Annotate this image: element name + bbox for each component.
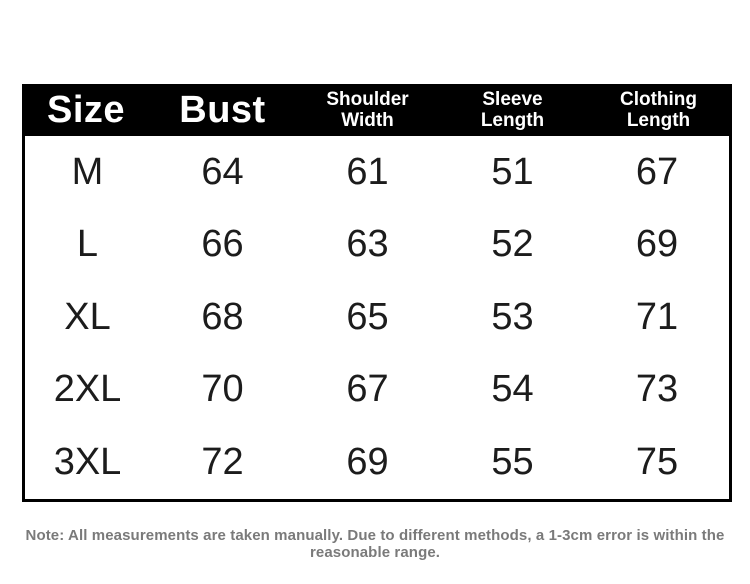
sleeve-length-cell: 55 [491, 440, 534, 483]
clothing-length-cell: 67 [635, 150, 679, 193]
sleeve-length-cell: 52 [491, 223, 534, 266]
clothing-length-cell: 75 [635, 440, 679, 483]
column-header-size: Size [46, 88, 126, 131]
column-header-bust: Bust [179, 88, 266, 131]
bust-cell: 64 [201, 150, 244, 193]
shoulder-width-cell: 65 [346, 295, 389, 338]
table-row: 3XL 72 69 55 75 [25, 426, 729, 499]
size-cell: 2XL [53, 368, 122, 411]
bust-cell: 66 [201, 223, 244, 266]
shoulder-width-cell: 67 [346, 368, 389, 411]
shoulder-width-cell: 69 [346, 440, 389, 483]
column-header-shoulder-width: Shoulder Width [326, 88, 409, 131]
sleeve-length-cell: 51 [491, 150, 534, 193]
bust-cell: 70 [201, 368, 244, 411]
table-row: XL 68 65 53 71 [25, 281, 729, 354]
clothing-length-cell: 73 [635, 368, 679, 411]
table-row: M 64 61 51 67 [25, 136, 729, 209]
sleeve-length-cell: 53 [491, 295, 534, 338]
table-row: L 66 63 52 69 [25, 208, 729, 281]
size-chart-table: Size Bust Shoulder Width Sleeve Length C… [22, 84, 732, 502]
size-cell: M [71, 150, 104, 193]
bust-cell: 72 [201, 440, 244, 483]
size-cell: L [76, 223, 99, 266]
shoulder-width-cell: 61 [346, 150, 389, 193]
table-header-row: Size Bust Shoulder Width Sleeve Length C… [22, 84, 732, 136]
column-header-clothing-length: Clothing Length [619, 88, 698, 131]
size-cell: XL [64, 295, 111, 338]
measurement-note: Note: All measurements are taken manuall… [25, 527, 725, 561]
table-row: 2XL 70 67 54 73 [25, 353, 729, 426]
bust-cell: 68 [201, 295, 244, 338]
clothing-length-cell: 69 [635, 223, 679, 266]
clothing-length-cell: 71 [635, 295, 679, 338]
shoulder-width-cell: 63 [346, 223, 389, 266]
column-header-sleeve-length: Sleeve Length [480, 88, 545, 131]
size-cell: 3XL [53, 440, 122, 483]
sleeve-length-cell: 54 [491, 368, 534, 411]
